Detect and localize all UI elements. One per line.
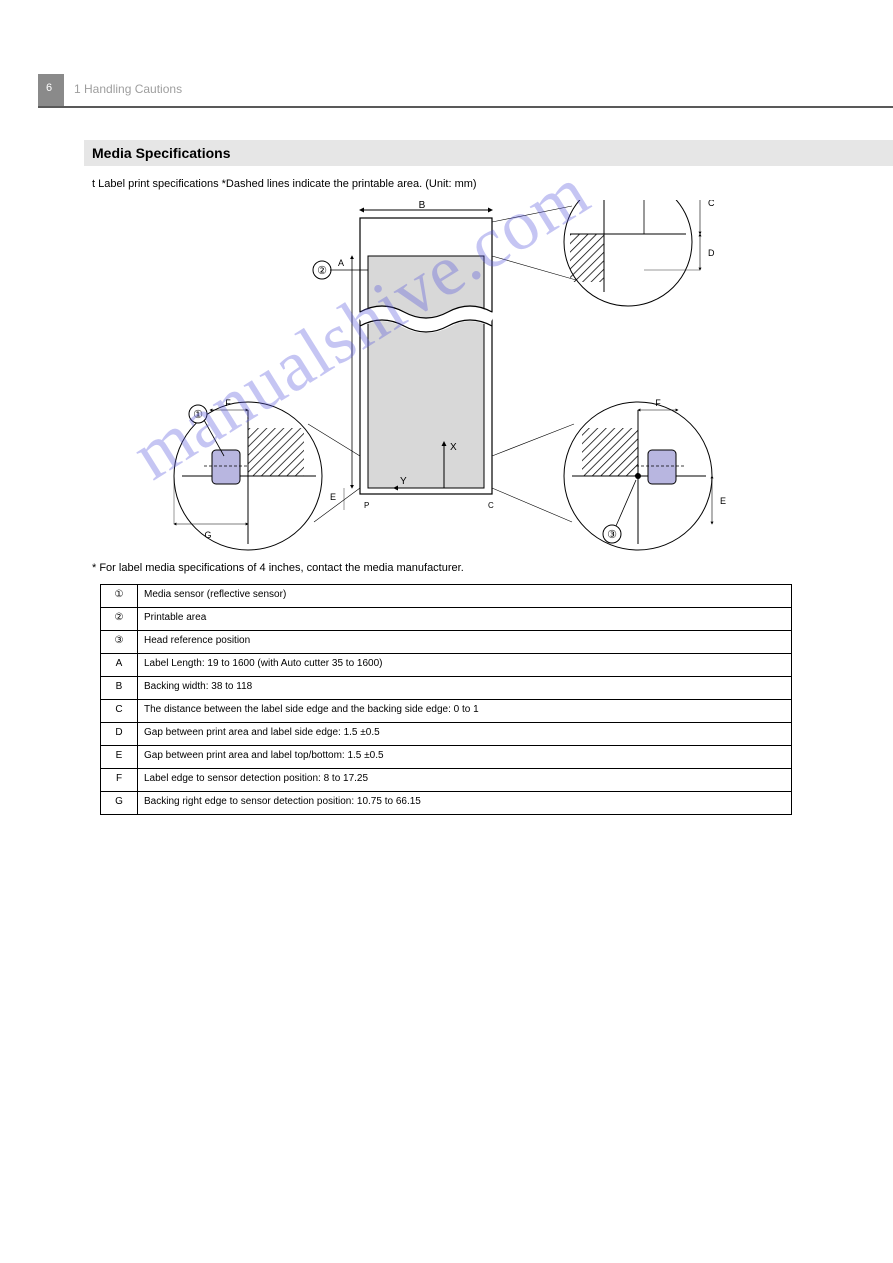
row-marker: A: [101, 654, 138, 677]
row-text: The distance between the label side edge…: [138, 700, 792, 723]
svg-text:F: F: [225, 398, 231, 408]
svg-text:②: ②: [317, 265, 327, 277]
svg-text:D: D: [708, 248, 715, 258]
row-marker: B: [101, 677, 138, 700]
svg-text:Y: Y: [400, 476, 407, 487]
svg-text:X: X: [450, 442, 457, 453]
diagram-footnote: * For label media specifications of 4 in…: [92, 562, 464, 574]
row-text: Backing width: 38 to 118: [138, 677, 792, 700]
row-text: Gap between print area and label side ed…: [138, 723, 792, 746]
row-marker: D: [101, 723, 138, 746]
table-row: EGap between print area and label top/bo…: [101, 746, 792, 769]
row-marker: ①: [101, 585, 138, 608]
svg-text:B: B: [419, 200, 426, 211]
table-row: ③Head reference position: [101, 631, 792, 654]
row-text: Label Length: 19 to 1600 (with Auto cutt…: [138, 654, 792, 677]
table-row: CThe distance between the label side edg…: [101, 700, 792, 723]
table-row: ①Media sensor (reflective sensor): [101, 585, 792, 608]
svg-text:C: C: [708, 200, 715, 208]
row-marker: C: [101, 700, 138, 723]
table-row: DGap between print area and label side e…: [101, 723, 792, 746]
svg-text:③: ③: [607, 529, 617, 541]
chapter-title: 1 Handling Cautions: [74, 82, 182, 96]
row-text: Printable area: [138, 608, 792, 631]
table-row: ALabel Length: 19 to 1600 (with Auto cut…: [101, 654, 792, 677]
table-row: BBacking width: 38 to 118: [101, 677, 792, 700]
table-row: GBacking right edge to sensor detection …: [101, 792, 792, 815]
row-marker: ③: [101, 631, 138, 654]
row-text: Media sensor (reflective sensor): [138, 585, 792, 608]
header-rule: [38, 106, 893, 108]
table-row: FLabel edge to sensor detection position…: [101, 769, 792, 792]
media-diagram: B A ② C D: [104, 200, 792, 560]
svg-text:C: C: [488, 501, 494, 510]
row-text: Label edge to sensor detection position:…: [138, 769, 792, 792]
svg-text:E: E: [720, 496, 726, 506]
svg-text:P: P: [364, 501, 369, 510]
row-marker: E: [101, 746, 138, 769]
svg-text:F: F: [655, 398, 661, 408]
section-title: Media Specifications: [92, 145, 230, 161]
row-text: Head reference position: [138, 631, 792, 654]
row-text: Backing right edge to sensor detection p…: [138, 792, 792, 815]
row-marker: F: [101, 769, 138, 792]
section-intro: t Label print specifications *Dashed lin…: [92, 178, 477, 190]
svg-text:E: E: [330, 492, 336, 502]
svg-text:A: A: [338, 258, 344, 268]
svg-text:G: G: [204, 530, 211, 540]
row-text: Gap between print area and label top/bot…: [138, 746, 792, 769]
row-marker: ②: [101, 608, 138, 631]
svg-text:①: ①: [193, 409, 203, 421]
page-number: 6: [46, 82, 52, 94]
row-marker: G: [101, 792, 138, 815]
spec-table: ①Media sensor (reflective sensor)②Printa…: [100, 584, 792, 815]
table-row: ②Printable area: [101, 608, 792, 631]
